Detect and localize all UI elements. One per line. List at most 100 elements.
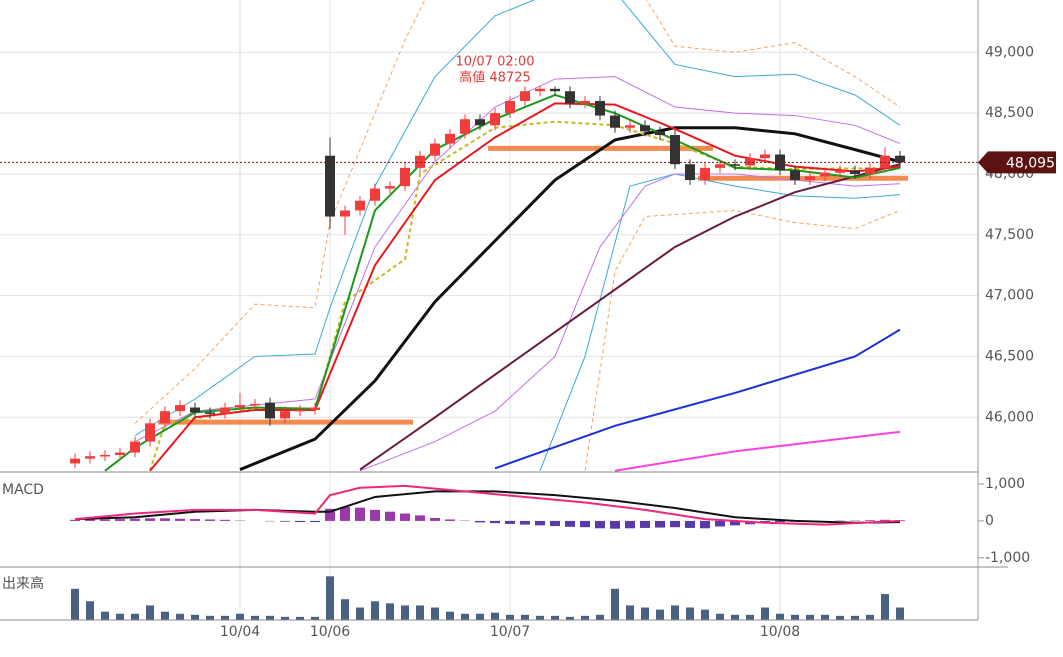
volume-bar	[521, 614, 529, 620]
volume-bar	[716, 613, 724, 620]
volume-bar	[281, 616, 289, 620]
volume-bar	[401, 605, 409, 620]
volume-bar	[446, 611, 454, 620]
volume-bar	[311, 616, 319, 620]
candle-body	[70, 458, 80, 464]
macd-histogram	[670, 520, 680, 528]
volume-bar	[821, 614, 829, 620]
candle-body	[220, 407, 230, 414]
volume-bar	[791, 614, 799, 620]
candle-body	[400, 167, 410, 187]
volume-bar	[386, 603, 394, 620]
macd-histogram	[385, 511, 395, 521]
y-tick-label: 48,500	[985, 105, 1034, 121]
last-price-box	[978, 151, 1056, 174]
candle-body	[430, 143, 440, 156]
candle-body	[460, 119, 470, 134]
macd-histogram	[310, 520, 320, 523]
candle-body	[265, 402, 275, 419]
candle-body	[820, 172, 830, 177]
candle-body	[325, 155, 335, 217]
volume-bar	[236, 613, 244, 620]
volume-bar	[131, 613, 139, 620]
volume-bar	[461, 613, 469, 620]
candle-body	[100, 454, 110, 457]
candle-body	[310, 407, 320, 410]
y-tick-label: 47,500	[985, 227, 1034, 243]
macd-histogram	[340, 506, 350, 521]
candle-body	[280, 411, 290, 419]
x-tick-label: 10/06	[310, 624, 350, 640]
macd-histogram	[85, 519, 95, 521]
volume-bar	[176, 613, 184, 620]
macd-histogram	[145, 518, 155, 521]
panel-title: MACD	[2, 482, 44, 498]
macd-histogram	[565, 520, 575, 527]
candle-body	[475, 119, 485, 126]
volume-bar	[86, 601, 94, 620]
macd-histogram	[640, 520, 650, 528]
volume-bar	[581, 615, 589, 620]
y-tick-label: 1,000	[985, 476, 1025, 492]
macd-histogram	[205, 519, 215, 521]
candle-body	[625, 125, 635, 128]
volume-bar	[641, 607, 649, 620]
macd-histogram	[490, 520, 500, 524]
candle-body	[790, 170, 800, 181]
volume-bar	[671, 605, 679, 620]
candle-body	[655, 131, 665, 136]
macd-histogram	[115, 519, 125, 521]
candle-body	[340, 210, 350, 217]
volume-bar	[71, 588, 79, 620]
volume-panel	[71, 576, 904, 620]
volume-bar	[296, 616, 304, 620]
macd-histogram	[400, 513, 410, 521]
macd-histogram	[325, 508, 335, 521]
macd-histogram	[220, 519, 230, 521]
volume-bar	[251, 615, 259, 620]
macd-histogram	[130, 518, 140, 521]
candle-body	[205, 412, 215, 414]
volume-bar	[416, 605, 424, 620]
candle-body	[580, 100, 590, 104]
volume-bar	[836, 615, 844, 620]
macd-histogram	[700, 520, 710, 529]
candle-body	[610, 115, 620, 128]
volume-bar	[191, 614, 199, 620]
indicator-line	[359, 173, 901, 472]
last-price-label: 48,095	[1006, 155, 1055, 171]
volume-bar	[326, 576, 334, 620]
volume-bar	[596, 614, 604, 620]
volume-bar	[491, 612, 499, 620]
y-tick-label: 46,000	[985, 409, 1034, 425]
candle-body	[355, 200, 365, 211]
volume-bar	[806, 614, 814, 620]
candle-body	[595, 100, 605, 116]
volume-bar	[866, 614, 874, 620]
candle-body	[685, 164, 695, 181]
macd-histogram	[685, 520, 695, 528]
volume-bar	[761, 607, 769, 620]
volume-bar	[701, 609, 709, 620]
indicator-line	[614, 430, 901, 472]
macd-panel	[70, 484, 905, 529]
macd-histogram	[625, 520, 635, 529]
volume-bar	[746, 614, 754, 620]
macd-histogram	[865, 520, 875, 521]
candle-body	[370, 188, 380, 201]
y-tick-label: 46,500	[985, 348, 1034, 364]
macd-histogram	[415, 515, 425, 521]
macd-histogram	[445, 519, 455, 521]
candle-body	[250, 403, 260, 406]
candle-body	[730, 164, 740, 166]
volume-bar	[656, 609, 664, 620]
candle-body	[160, 411, 170, 424]
volume-bar	[476, 613, 484, 620]
candle-body	[640, 125, 650, 132]
macd-histogram	[70, 519, 80, 521]
macd-histogram	[730, 520, 740, 526]
candle-body	[385, 186, 395, 189]
